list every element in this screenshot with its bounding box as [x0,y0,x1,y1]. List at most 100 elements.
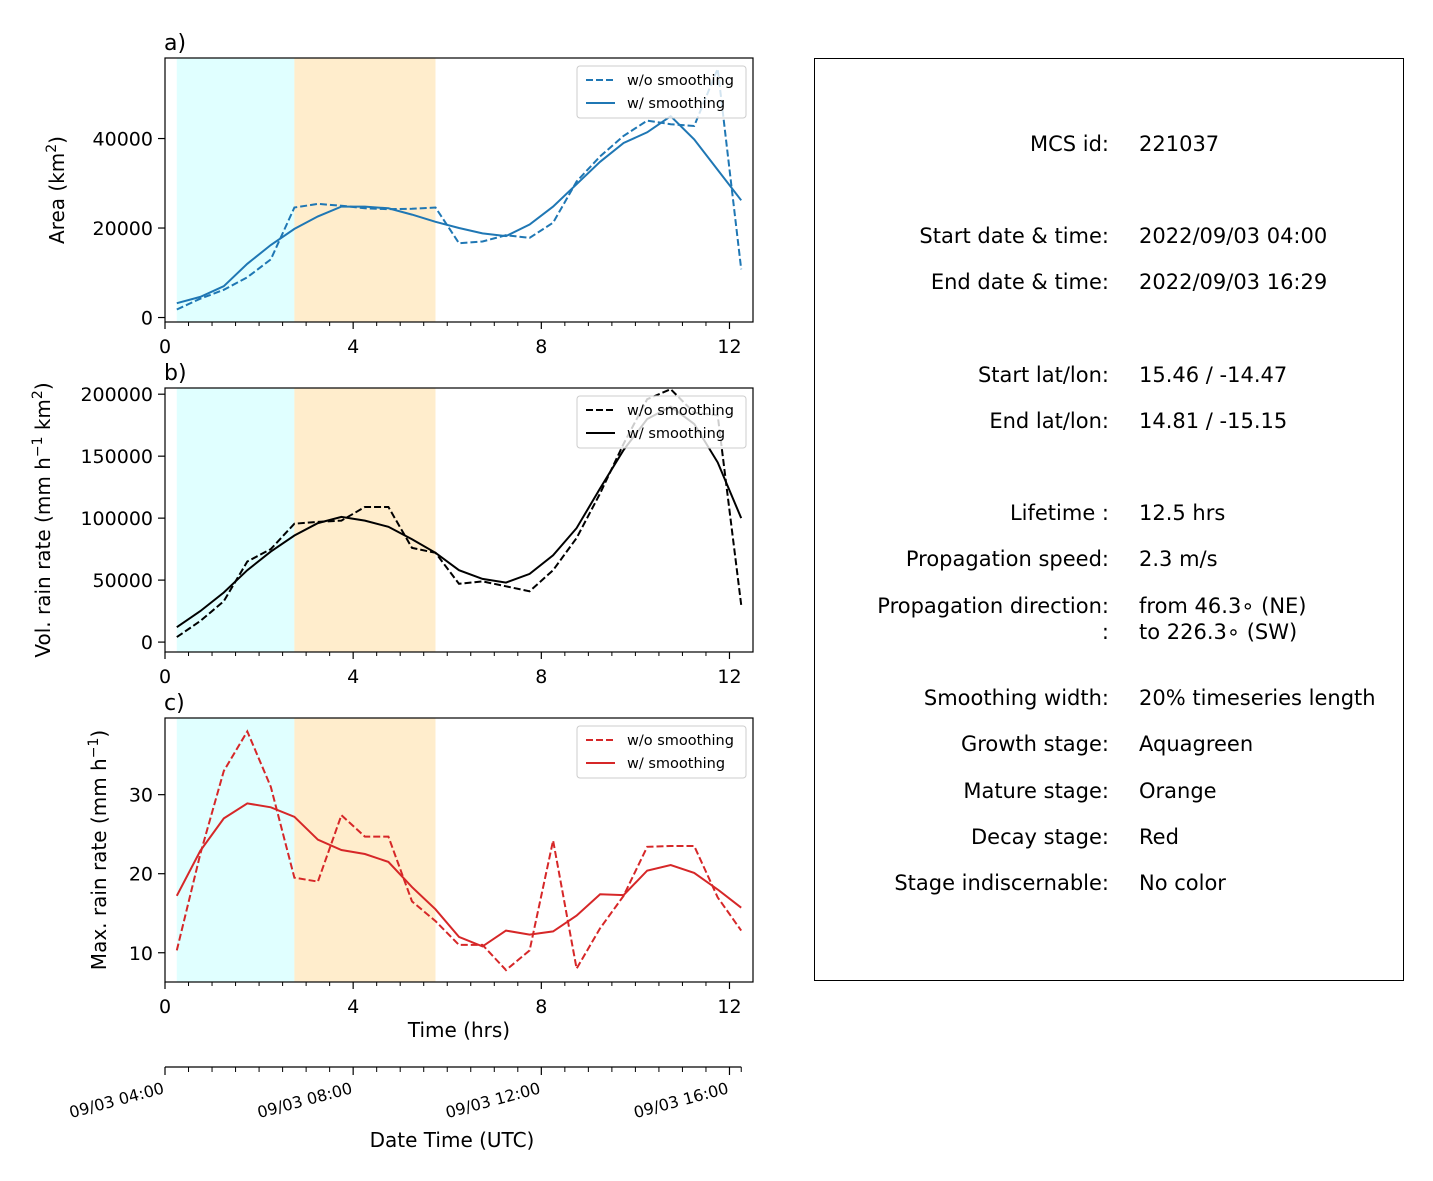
info-label-line: MCS id: [1029,132,1109,156]
y-axis-label: Vol. rain rate (mm h−1 km2) [30,382,55,657]
info-label-line: Propagation direction: [877,594,1109,618]
info-value: 14.81 / -15.15 [1139,408,1287,434]
info-value: Orange [1139,778,1217,804]
x-tick-label: 0 [159,996,171,1018]
info-label: Decay stage: [971,824,1109,850]
info-label-line: Start date & time: [919,224,1109,248]
info-label-line: : [1101,620,1109,644]
legend: w/o smoothing w/ smoothing [576,395,747,449]
y-axis-label-part: ) [87,730,111,738]
plot-frame [164,717,754,983]
y-tick-label: 100000 [80,508,153,530]
info-value: Red [1139,824,1179,850]
info-value-line: Red [1139,825,1179,849]
info-label-line: Growth stage: [960,732,1109,756]
date-tick-label: 09/03 16:00 [632,1079,731,1123]
legend-frame [576,395,747,449]
date-time-axis: 09/03 04:00 09/03 08:00 09/03 12:00 09/03 1… [67,1066,742,1152]
stage-band-growth [176,58,295,322]
info-label-line: Propagation speed: [905,547,1109,571]
panel-c-max-rain-rate: 0 4 8 12 10 20 30 c) Max. rain rate (mm h−1) Time… [86,691,754,1042]
info-label: Smoothing width: [924,685,1109,711]
legend-label: w/ smoothing [627,426,725,442]
info-label: Stage indiscernable: [894,870,1109,896]
legend-label: w/ smoothing [627,756,725,772]
x-tick-label: 12 [717,666,741,688]
x-axis-label: Time (hrs) [407,1018,510,1042]
info-value-line: 2022/09/03 16:29 [1139,270,1328,294]
info-value-line: 2.3 m/s [1139,547,1218,571]
info-value-line: from 46.3∘ (NE) [1139,594,1307,618]
y-tick-label: 150000 [80,446,153,468]
panel-label: a) [164,31,186,56]
info-value: 2022/09/03 04:00 [1139,223,1327,249]
info-value: 2.3 m/s [1139,546,1218,572]
info-value-line: 20% timeseries length [1139,686,1376,710]
y-axis-label-part: Area (km [45,153,69,244]
y-tick-label: 30 [129,785,153,807]
info-value-line: to 226.3∘ (SW) [1139,620,1298,644]
info-label: Mature stage: [963,778,1109,804]
y-axis-label: Max. rain rate (mm h−1) [86,730,111,970]
info-value-line: Aquagreen [1139,732,1254,756]
y-tick-label: 20 [129,864,153,886]
y-axis-label-part: Vol. rain rate (mm h [31,457,55,658]
y-tick-label: 40000 [93,129,153,151]
info-label-line: Lifetime : [1009,501,1109,525]
info-label: Start date & time: [919,223,1109,249]
legend-label: w/o smoothing [627,733,734,749]
legend-label: w/o smoothing [627,73,734,89]
y-tick-label: 0 [141,632,153,654]
info-value: 20% timeseries length [1139,685,1376,711]
info-value-line: 15.46 / -14.47 [1139,363,1288,387]
stage-band-growth [176,388,295,652]
y-axis-label-superscript: 2 [44,144,60,153]
x-tick-label: 8 [535,336,547,358]
info-value-line: 2022/09/03 04:00 [1139,224,1328,248]
panel-a-area: 0 4 8 12 0 20000 40000 a) Area (km2) w/o smoothin… [44,31,754,358]
info-value-line: Orange [1139,779,1217,803]
info-label-line: Stage indiscernable: [894,871,1109,895]
date-tick-label: 09/03 08:00 [255,1079,354,1123]
info-label-line: Mature stage: [963,779,1109,803]
date-tick-label: 09/03 12:00 [443,1079,542,1123]
y-axis-label-part: Max. rain rate (mm h [87,758,111,970]
legend-label: w/ smoothing [627,96,725,112]
series-line-unsmoothed [175,729,743,972]
legend-frame [576,725,747,779]
info-label: End lat/lon: [989,408,1109,434]
info-label: Propagation direction:: [877,593,1109,645]
info-value-line: No color [1139,871,1226,895]
legend-frame [576,65,747,119]
info-value-line: 12.5 hrs [1139,501,1226,525]
legend-label: w/o smoothing [627,403,734,419]
x-tick-label: 4 [347,336,359,358]
y-axis-label: Area (km2) [44,136,69,244]
x-tick-label: 0 [159,666,171,688]
info-value: Aquagreen [1139,731,1253,757]
y-tick-label: 10 [129,943,153,965]
stage-band-mature [294,718,436,982]
x-tick-label: 8 [535,666,547,688]
info-value: 2022/09/03 16:29 [1139,269,1327,295]
info-value-line: 14.81 / -15.15 [1139,409,1288,433]
x-tick-label: 4 [347,666,359,688]
y-axis-label-part: ) [31,382,55,390]
plot-frame [164,387,754,653]
mcs-info-panel: MCS id: 221037 Start date & time: 2022/09/0… [814,58,1404,981]
date-tick-label: 09/03 04:00 [67,1079,166,1123]
info-label: Lifetime : [1010,500,1109,526]
y-axis-label-superscript: −1 [30,437,46,458]
x-tick-label: 12 [717,996,741,1018]
info-value-line: 221037 [1139,132,1220,156]
stage-band-mature [294,58,436,322]
info-label-line: Decay stage: [971,825,1109,849]
info-label-line: Smoothing width: [923,686,1109,710]
info-value: 15.46 / -14.47 [1139,362,1287,388]
y-axis-label-part: km [31,399,55,436]
y-tick-label: 20000 [93,218,153,240]
x-tick-label: 8 [535,996,547,1018]
panel-label: c) [164,691,185,716]
x-tick-label: 0 [159,336,171,358]
